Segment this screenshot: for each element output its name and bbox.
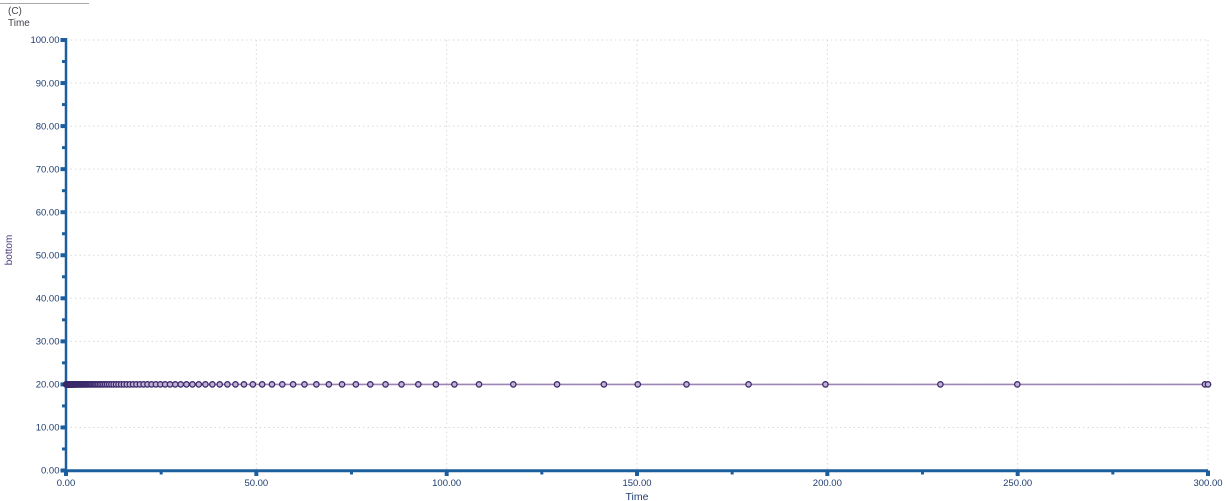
data-point-marker — [475, 381, 483, 388]
data-point-marker — [352, 381, 360, 388]
x-tick-label: 300.00 — [1193, 478, 1222, 489]
legend-separator-line — [0, 3, 89, 4]
y-tick-label: 80.00 — [36, 121, 60, 132]
data-point-marker — [232, 381, 239, 388]
y-tick-label: 60.00 — [36, 207, 60, 218]
data-point-marker — [634, 381, 642, 388]
data-point-marker — [216, 381, 224, 388]
data-point-marker — [382, 381, 389, 388]
data-point-marker — [414, 381, 422, 388]
data-point-marker — [366, 381, 374, 388]
data-point-marker — [398, 381, 405, 388]
legend: (C) Time — [8, 6, 30, 30]
data-point-marker — [822, 381, 829, 388]
data-point-marker — [289, 381, 297, 388]
data-point-marker — [683, 381, 690, 388]
y-tick-label: 10.00 — [36, 423, 60, 434]
data-point-marker — [278, 381, 286, 388]
y-tick-label: 100.00 — [30, 35, 59, 46]
legend-unit-label: (C) — [8, 6, 22, 17]
data-point-marker — [313, 381, 320, 388]
y-tick-label: 30.00 — [36, 337, 60, 348]
data-point-marker — [249, 381, 257, 388]
x-tick-label: 150.00 — [622, 478, 651, 489]
data-point-marker — [338, 381, 346, 388]
y-tick-label: 70.00 — [36, 164, 60, 175]
data-point-marker — [195, 381, 203, 388]
data-point-marker — [240, 381, 248, 388]
x-tick-label: 250.00 — [1003, 478, 1032, 489]
data-point-marker — [189, 381, 196, 388]
data-point-marker — [1204, 381, 1212, 388]
y-tick-label: 40.00 — [36, 294, 60, 305]
data-point-marker — [171, 381, 179, 388]
data-point-marker — [553, 381, 561, 388]
data-point-marker — [600, 381, 608, 388]
y-tick-label: 0.00 — [41, 466, 60, 477]
data-point-marker — [451, 381, 458, 388]
data-point-marker — [209, 381, 216, 388]
data-point-marker — [745, 381, 752, 388]
data-point-marker — [258, 381, 266, 388]
data-point-marker — [937, 381, 944, 388]
data-point-marker — [183, 381, 190, 388]
data-point-marker — [509, 381, 517, 388]
x-axis-title: Time — [626, 491, 649, 501]
y-tick-label: 20.00 — [36, 380, 60, 391]
data-point-marker — [224, 381, 231, 388]
y-tick-label: 90.00 — [36, 78, 60, 89]
legend-series-label: Time — [8, 18, 30, 29]
data-point-marker — [301, 381, 308, 388]
y-tick-label: 50.00 — [36, 250, 60, 261]
x-tick-label: 100.00 — [432, 478, 461, 489]
data-point-marker — [268, 381, 276, 388]
data-point-marker — [325, 381, 333, 388]
data-point-marker — [177, 381, 185, 388]
x-tick-label: 50.00 — [244, 478, 268, 489]
x-tick-label: 0.00 — [57, 478, 76, 489]
data-point-marker — [1013, 381, 1021, 388]
data-point-marker — [432, 381, 440, 388]
data-point-marker — [202, 381, 209, 388]
x-tick-label: 200.00 — [813, 478, 842, 489]
